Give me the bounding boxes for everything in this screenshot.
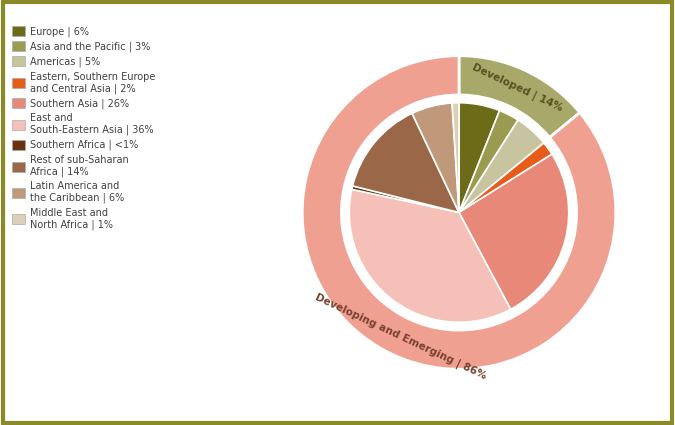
Wedge shape (349, 189, 510, 322)
Circle shape (342, 95, 576, 330)
Wedge shape (459, 154, 569, 309)
Wedge shape (459, 110, 518, 212)
Wedge shape (459, 143, 552, 212)
Circle shape (302, 56, 616, 369)
Wedge shape (459, 56, 580, 138)
Text: Developed | 14%: Developed | 14% (470, 62, 564, 114)
Wedge shape (352, 113, 459, 212)
Wedge shape (459, 120, 544, 212)
Wedge shape (459, 103, 500, 212)
Wedge shape (302, 56, 616, 369)
Wedge shape (452, 103, 459, 212)
Legend: Europe | 6%, Asia and the Pacific | 3%, Americas | 5%, Eastern, Southern Europe
: Europe | 6%, Asia and the Pacific | 3%, … (11, 26, 155, 230)
Text: Developing and Emerging | 86%: Developing and Emerging | 86% (313, 292, 488, 382)
Wedge shape (412, 103, 459, 212)
Circle shape (342, 95, 576, 330)
Wedge shape (352, 186, 459, 212)
